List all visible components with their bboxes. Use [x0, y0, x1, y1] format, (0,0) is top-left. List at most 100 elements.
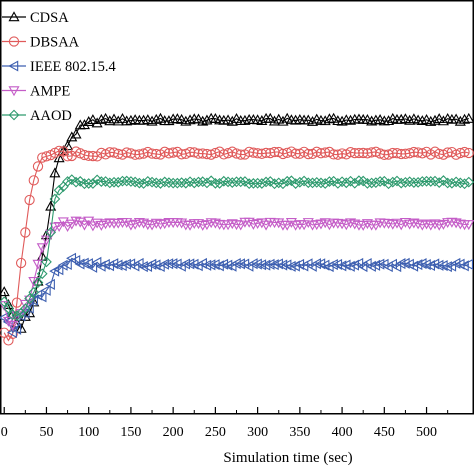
data-point	[230, 112, 243, 123]
data-point	[285, 260, 296, 272]
data-point	[437, 260, 448, 272]
data-point	[209, 218, 221, 229]
data-point	[281, 220, 293, 231]
data-point	[74, 217, 86, 228]
x-axis-title: Simulation time (sec)	[223, 450, 352, 466]
series-line	[3, 220, 469, 327]
data-point	[158, 258, 169, 270]
data-point	[273, 113, 285, 124]
data-point	[87, 221, 99, 232]
data-point	[344, 114, 357, 125]
data-point	[412, 147, 424, 158]
data-point	[116, 260, 127, 272]
data-point	[133, 217, 145, 228]
data-point	[396, 148, 407, 160]
data-point	[277, 178, 289, 190]
data-point	[214, 177, 225, 189]
data-point	[400, 177, 411, 188]
data-point	[91, 117, 103, 128]
data-point	[248, 147, 259, 158]
data-point	[307, 177, 318, 189]
data-point	[450, 257, 461, 269]
data-point	[104, 147, 115, 158]
data-point	[57, 217, 69, 228]
data-point	[222, 148, 234, 159]
data-point	[374, 176, 386, 187]
data-point	[133, 177, 145, 189]
data-point	[138, 178, 149, 189]
data-point	[222, 259, 233, 271]
data-point	[197, 115, 209, 126]
data-point	[28, 286, 40, 298]
data-point	[458, 260, 469, 272]
data-point	[366, 177, 378, 189]
data-point	[99, 258, 110, 270]
data-point	[104, 115, 116, 126]
data-point	[282, 147, 293, 159]
data-point	[265, 147, 276, 159]
data-point	[277, 115, 289, 126]
data-point	[117, 175, 128, 187]
data-point	[365, 260, 376, 272]
data-point	[129, 176, 141, 188]
data-point	[176, 113, 188, 124]
data-point	[49, 265, 60, 277]
data-point	[0, 286, 10, 297]
data-point	[404, 114, 416, 125]
legend-marker	[8, 11, 20, 22]
data-point	[167, 258, 178, 270]
data-point	[336, 219, 348, 230]
data-point	[0, 296, 10, 308]
data-point	[163, 177, 175, 189]
data-point	[231, 148, 242, 159]
data-point	[95, 113, 107, 124]
data-point	[176, 177, 187, 189]
data-point	[192, 219, 205, 230]
data-point	[244, 146, 255, 157]
data-point	[218, 258, 229, 270]
x-tick-label: 150	[120, 425, 141, 440]
data-point	[345, 146, 356, 158]
data-point	[395, 220, 407, 231]
data-point	[332, 177, 344, 189]
data-point	[112, 176, 124, 188]
data-point	[150, 259, 161, 271]
data-point	[222, 176, 234, 188]
data-point	[273, 177, 285, 189]
data-point	[344, 218, 357, 229]
data-point	[459, 178, 470, 190]
data-point	[188, 177, 200, 189]
data-point	[442, 177, 454, 189]
data-point	[408, 218, 420, 229]
legend-marker	[8, 60, 19, 72]
data-point	[281, 259, 292, 271]
data-point	[146, 258, 157, 270]
data-point	[252, 148, 263, 159]
x-tick-label: 200	[163, 425, 184, 440]
data-point	[260, 220, 272, 231]
data-point	[353, 147, 365, 159]
data-point	[201, 220, 213, 231]
data-point	[28, 175, 39, 186]
data-point	[336, 115, 348, 126]
data-point	[311, 146, 322, 157]
data-point	[370, 259, 381, 271]
data-point	[28, 276, 40, 287]
data-point	[349, 147, 360, 159]
data-point	[454, 177, 466, 189]
data-point	[87, 114, 99, 125]
data-point	[437, 219, 449, 230]
data-point	[78, 119, 90, 130]
data-point	[446, 217, 458, 228]
data-point	[180, 177, 192, 189]
data-point	[450, 176, 462, 188]
legend-label: DBSAA	[30, 35, 80, 51]
series-ampe	[0, 216, 474, 331]
data-point	[256, 115, 268, 126]
legend-label: CDSA	[30, 10, 69, 26]
data-point	[383, 219, 395, 230]
data-point	[358, 147, 369, 159]
data-point	[362, 148, 373, 159]
data-point	[36, 268, 48, 280]
data-point	[248, 178, 259, 189]
